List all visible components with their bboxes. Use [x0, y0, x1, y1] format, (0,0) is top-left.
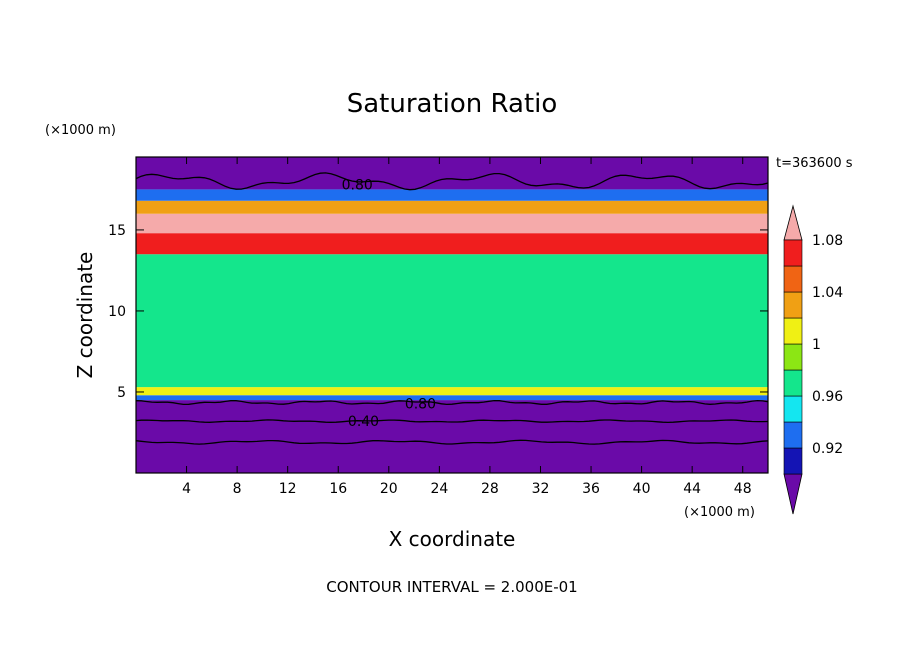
- colorbar-bin-9: [783, 239, 803, 267]
- y-tick-label-1: 10: [108, 304, 126, 320]
- x-tick-label-1: 8: [233, 481, 242, 497]
- colorbar-label-3: 1.04: [812, 285, 843, 301]
- contour-label-0: 0.80: [342, 178, 373, 194]
- chart-title: Saturation Ratio: [347, 89, 558, 119]
- heatmap-field: [136, 157, 768, 473]
- colorbar-bin-3: [783, 395, 803, 423]
- y-axis-label: Z coordinate: [73, 252, 97, 379]
- colorbar-label-0: 0.92: [812, 441, 843, 457]
- x-tick-label-6: 28: [481, 481, 499, 497]
- field-layer-2: [136, 387, 768, 396]
- field-layer-8: [136, 157, 768, 190]
- y-tick-label-0: 5: [117, 385, 126, 401]
- y-unit-label: (×1000 m): [45, 123, 116, 138]
- field-layer-5: [136, 213, 768, 234]
- colorbar-bin-8: [783, 265, 803, 293]
- plot-area: 0.800.800.40 4 8 12 16 20 24 28 32 36 40 44 48 5101…: [108, 156, 769, 497]
- colorbar-bin-6: [783, 317, 803, 345]
- x-unit-label: (×1000 m): [684, 505, 755, 520]
- x-ticks: 4 8 12 16 20 24 28 32 36 40 44 48: [182, 157, 752, 497]
- field-layer-4: [136, 233, 768, 255]
- x-tick-label-8: 36: [582, 481, 600, 497]
- x-tick-label-0: 4: [182, 481, 191, 497]
- contour-line-0: [135, 172, 769, 191]
- y-ticks: 5 10 15: [108, 223, 768, 401]
- x-axis-label: X coordinate: [389, 527, 516, 551]
- colorbar: 0.92 0.96 1 1.04 1.08: [783, 204, 843, 515]
- contour-label-2: 0.40: [348, 414, 379, 430]
- colorbar-arrow-bottom: [783, 473, 803, 515]
- plot-frame: [135, 156, 769, 474]
- contour-line-1: [135, 399, 769, 406]
- field-layer-0: [136, 400, 768, 473]
- colorbar-bin-5: [783, 343, 803, 371]
- contour-label-1: 0.80: [405, 396, 436, 412]
- field-layer-3: [136, 254, 768, 388]
- x-tick-label-11: 48: [734, 481, 752, 497]
- x-tick-label-9: 40: [633, 481, 651, 497]
- contour-line-3: [135, 439, 769, 445]
- contour-line-2: [135, 419, 769, 424]
- x-tick-label-2: 12: [279, 481, 297, 497]
- x-tick-label-4: 20: [380, 481, 398, 497]
- x-tick-label-5: 24: [430, 481, 448, 497]
- x-tick-label-3: 16: [329, 481, 347, 497]
- colorbar-bin-7: [783, 291, 803, 319]
- x-tick-label-10: 44: [683, 481, 701, 497]
- colorbar-bin-2: [783, 421, 803, 449]
- contour-interval-label: CONTOUR INTERVAL = 2.000E-01: [326, 578, 577, 596]
- colorbar-label-1: 0.96: [812, 389, 843, 405]
- field-layer-6: [136, 200, 768, 214]
- colorbar-label-2: 1: [812, 337, 821, 353]
- y-tick-label-2: 15: [108, 223, 126, 239]
- colorbar-arrow-top: [783, 204, 803, 241]
- colorbar-bin-4: [783, 369, 803, 397]
- field-layer-1: [136, 395, 768, 401]
- colorbar-label-4: 1.08: [812, 233, 843, 249]
- time-label: t=363600 s: [776, 156, 853, 171]
- colorbar-bin-1: [783, 447, 803, 475]
- x-tick-label-7: 32: [532, 481, 550, 497]
- contour-lines: 0.80 0.80 0.40: [135, 172, 769, 445]
- field-layer-7: [136, 189, 768, 201]
